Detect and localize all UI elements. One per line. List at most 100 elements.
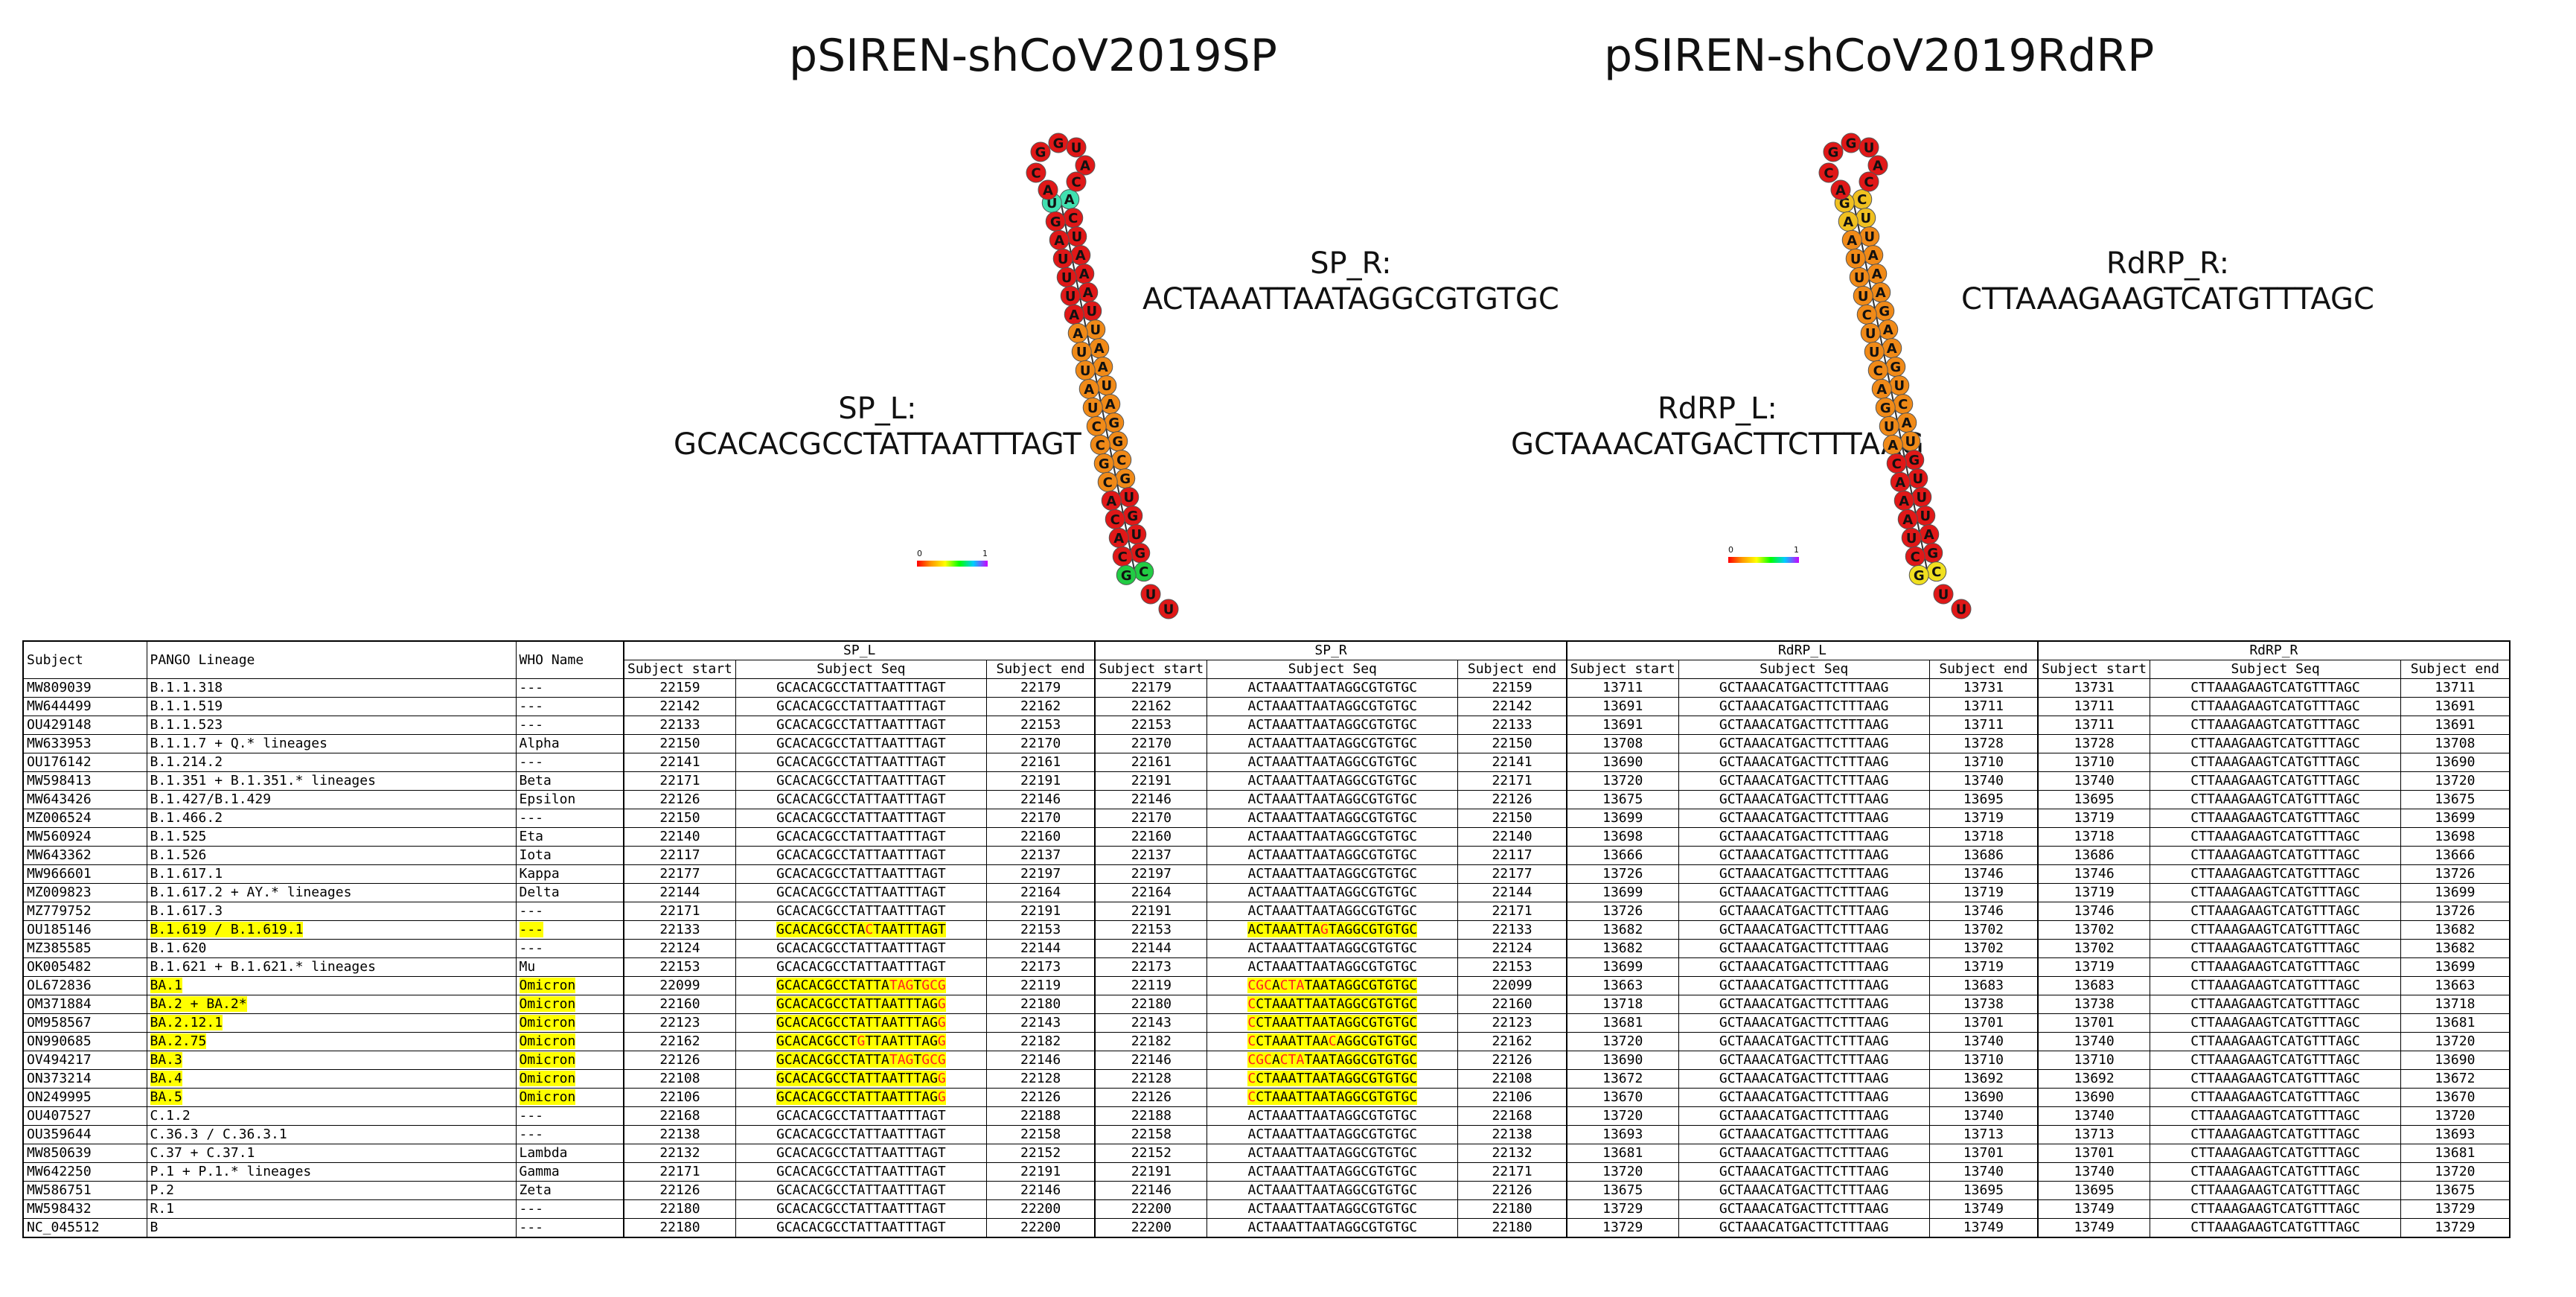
svg-text:C: C xyxy=(1862,307,1872,323)
rdrp-l-end-cell: 13711 xyxy=(1928,716,2039,735)
sp-r-end-cell: 22108 xyxy=(1457,1069,1567,1089)
sp-l-seq-cell: GCACACGCCTATTAATTTAGT xyxy=(735,957,987,977)
who-name-cell-text: --- xyxy=(519,680,544,695)
nucleotide: A xyxy=(792,1052,801,1068)
sp-r-end-cell: 22138 xyxy=(1457,1125,1567,1144)
who-name-cell-text: --- xyxy=(519,1126,544,1142)
who-name-cell: Gamma xyxy=(515,1162,624,1182)
table-row: OU176142 B.1.214.2 --- 22141 GCACACGCCTATTAA… xyxy=(22,753,2511,772)
rdrp-hairpin-base-paired: C xyxy=(1867,360,1888,380)
nucleotide: T xyxy=(848,1033,857,1049)
pango-lineage-cell-text: BA.2.75 xyxy=(150,1033,207,1049)
rdrp-r-seq-text: CTTAAAGAAGTCATGTTTAGC xyxy=(2190,1108,2360,1124)
svg-text:A: A xyxy=(1064,192,1075,208)
rdrp-r-end-cell: 13682 xyxy=(2400,939,2511,958)
svg-text:U: U xyxy=(1956,602,1967,618)
subject-cell: MZ009823 xyxy=(22,883,147,902)
nucleotide: C xyxy=(1279,1052,1288,1068)
sp-r-seq-text: CCTAAATTAATAGGCGTGTGC xyxy=(1247,1089,1418,1105)
nucleotide: G xyxy=(825,996,833,1012)
rdrp-hairpin-base-paired: C xyxy=(1926,561,1947,582)
rdrp-hairpin-base-paired: U xyxy=(1901,527,1922,548)
sp-l-seq-text: GCACACGCCTATTAATTTAGT xyxy=(776,791,946,807)
sp-l-seq-cell: GCACACGCCTATTAATTTAGT xyxy=(735,883,987,902)
sp-r-seq-text: ACTAAATTAATAGGCGTGTGC xyxy=(1247,1126,1418,1142)
who-name-cell: Omicron xyxy=(515,995,624,1014)
rdrp-hairpin-base-paired: U xyxy=(1908,468,1928,489)
rdrp-r-start-header: Subject start xyxy=(2037,660,2151,679)
nucleotide: T xyxy=(1376,1089,1385,1105)
sp-hairpin-loop-base: C xyxy=(1066,171,1087,192)
subject-cell: MW586751 xyxy=(22,1181,147,1200)
pango-lineage-cell: B.1.525 xyxy=(146,827,517,847)
nucleotide: T xyxy=(1304,1052,1313,1068)
rdrp-r-seq-text: CTTAAAGAAGTCATGTTTAGC xyxy=(2190,1220,2360,1235)
rdrp-r-start-cell: 13683 xyxy=(2037,976,2151,995)
nucleotide: A xyxy=(921,1033,930,1049)
sp-l-seq-text: GCACACGCCTATTAATTTAGG xyxy=(776,1089,946,1105)
nucleotide: T xyxy=(1376,922,1385,937)
nucleotide: A xyxy=(881,1089,889,1105)
sp-r-seq-header: Subject Seq xyxy=(1206,660,1459,679)
rdrp-r-start-cell: 13695 xyxy=(2037,1181,2151,1200)
sp-l-start-cell: 22150 xyxy=(622,809,736,828)
nucleotide: A xyxy=(1320,1015,1329,1030)
svg-text:U: U xyxy=(1920,509,1931,524)
rdrp-hairpin-loop-base: A xyxy=(1867,155,1888,176)
rdrp-hairpin-base-paired: G xyxy=(1923,543,1943,564)
svg-text:U: U xyxy=(1145,587,1157,603)
table-row: MW560924 B.1.525 Eta 22140 GCACACGCCTATTAATT… xyxy=(22,827,2511,847)
sp-hairpin-base-paired: C xyxy=(1063,208,1084,229)
who-name-cell-text: --- xyxy=(519,1220,544,1235)
nucleotide: T xyxy=(897,1033,906,1049)
sp-hairpin-base-paired: U xyxy=(1119,487,1140,508)
svg-text:U: U xyxy=(1058,252,1069,267)
nucleotide: G xyxy=(1401,1052,1410,1068)
nucleotide: G xyxy=(1401,1089,1410,1105)
rdrp-l-seq-cell: GCTAAACATGACTTCTTTAAG xyxy=(1678,1125,1930,1144)
nucleotide: G xyxy=(930,996,938,1012)
nucleotide: T xyxy=(913,978,922,993)
sp-r-seq-text: ACTAAATTAATAGGCGTGTGC xyxy=(1247,1108,1418,1124)
sp-hairpin-base-paired: A xyxy=(1101,490,1122,511)
rdrp-hairpin-base-paired: A xyxy=(1838,211,1859,232)
sp-l-end-cell: 22191 xyxy=(985,1162,1096,1182)
sp-hairpin-base-paired: G xyxy=(1045,211,1066,232)
nucleotide: G xyxy=(1352,1033,1361,1049)
rdrp-hairpin-base-paired: A xyxy=(1890,471,1911,492)
sp-r-end-cell: 22126 xyxy=(1457,1051,1567,1070)
sp-r-end-cell: 22142 xyxy=(1457,697,1567,716)
nucleotide: T xyxy=(913,996,922,1012)
sp-l-seq-cell: GCACACGCCTATTAATTTAGT xyxy=(735,1162,987,1182)
nucleotide: T xyxy=(1304,978,1313,993)
sp-l-seq-header: Subject Seq xyxy=(735,660,987,679)
rdrp-l-start-cell: 13690 xyxy=(1565,1051,1679,1070)
nucleotide: A xyxy=(881,978,889,993)
svg-text:C: C xyxy=(1071,175,1081,191)
table-body: MW809039 B.1.1.318 --- 22159 GCACACGCCTATTAA… xyxy=(22,678,2511,1238)
who-name-cell: Omicron xyxy=(515,1069,624,1089)
rdrp-r-seq-cell: CTTAAAGAAGTCATGTTTAGC xyxy=(2150,790,2402,809)
nucleotide: G xyxy=(1384,1015,1393,1030)
svg-text:G: G xyxy=(1927,546,1938,561)
pango-lineage-cell: P.1 + P.1.* lineages xyxy=(146,1162,517,1182)
nucleotide: T xyxy=(1264,996,1272,1012)
nucleotide: C xyxy=(816,978,825,993)
rdrp-r-start-cell: 13749 xyxy=(2037,1199,2151,1219)
nucleotide: G xyxy=(1369,996,1377,1012)
nucleotide: C xyxy=(784,1015,793,1030)
nucleotide: C xyxy=(784,1071,793,1086)
rdrp-r-seq-cell: CTTAAAGAAGTCATGTTTAGC xyxy=(2150,716,2402,735)
sp-r-start-cell: 22158 xyxy=(1094,1125,1208,1144)
rdrp-r-seq-cell: CTTAAAGAAGTCATGTTTAGC xyxy=(2150,864,2402,884)
sp-l-seq-cell: GCACACGCCTATTAATTTAGT xyxy=(735,1199,987,1219)
subject-cell-text: OK005482 xyxy=(27,959,92,975)
nucleotide: C xyxy=(800,1089,809,1105)
nucleotide: G xyxy=(937,1089,946,1105)
rdrp-r-start-cell: 13719 xyxy=(2037,883,2151,902)
svg-text:C: C xyxy=(1931,564,1941,580)
nucleotide: T xyxy=(848,1089,857,1105)
sp-l-start-cell: 22126 xyxy=(622,1051,736,1070)
rdrp-r-end-cell: 13681 xyxy=(2400,1144,2511,1163)
sp-r-seq-text: CCTAAATTAATAGGCGTGTGC xyxy=(1247,1015,1418,1030)
